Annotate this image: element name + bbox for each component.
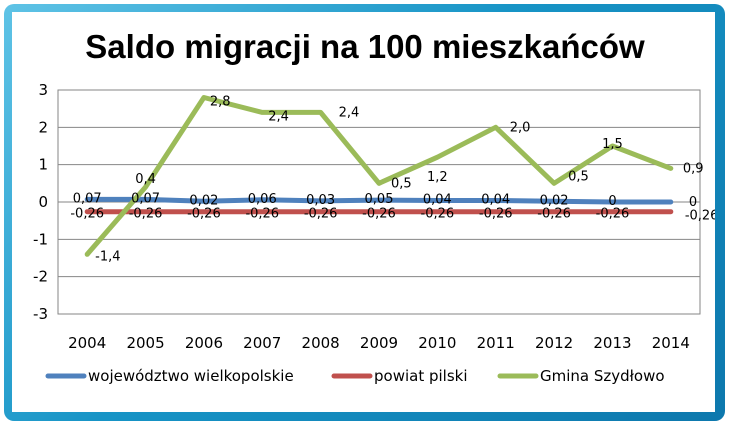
- data-label: 0,07: [131, 191, 160, 206]
- x-tick-label: 2006: [185, 334, 223, 352]
- series-line-2: [84, 95, 674, 257]
- x-tick-label: 2012: [535, 334, 573, 352]
- data-label: 2,8: [210, 94, 231, 109]
- x-tick-label: 2007: [243, 334, 281, 352]
- data-label: 2,4: [339, 105, 360, 120]
- x-tick-label: 2010: [418, 334, 456, 352]
- data-label: 0: [689, 195, 697, 210]
- data-label: 0,06: [248, 192, 277, 207]
- data-label: 0,02: [189, 193, 218, 208]
- series-line-0: [84, 196, 674, 205]
- data-label: -0,26: [187, 207, 221, 222]
- data-label: -0,26: [479, 207, 513, 222]
- legend-label-1: powiat pilski: [374, 367, 468, 385]
- axes: -3 -2 -1 0 1 2 3 2004 2005 2006 2007 2008 2009 2010 20…: [33, 81, 701, 352]
- y-tick-label: 1: [38, 156, 48, 174]
- data-label: 0,05: [365, 192, 394, 207]
- data-label: 0,04: [481, 193, 510, 208]
- data-label: 0,5: [568, 169, 589, 184]
- data-label: 1,2: [427, 170, 448, 185]
- data-label: 2,4: [268, 109, 289, 124]
- data-label: 0,07: [73, 191, 102, 206]
- x-tick-label: 2005: [126, 334, 164, 352]
- data-label: -0,26: [129, 207, 163, 222]
- data-label: 0: [608, 194, 616, 209]
- legend-label-2: Gmina Szydłowo: [540, 367, 665, 385]
- legend-label-0: województwo wielkopolskie: [88, 367, 294, 385]
- series-lines: [84, 95, 674, 257]
- data-label: 0,9: [683, 161, 704, 176]
- plot-area-border: [57, 89, 701, 315]
- x-tick-label: 2014: [652, 334, 690, 352]
- y-tick-label: -1: [33, 230, 48, 248]
- x-tick-label: 2009: [360, 334, 398, 352]
- data-label: 2,0: [510, 120, 531, 135]
- data-label: 0,4: [135, 172, 156, 187]
- y-tick-label: 3: [38, 81, 48, 99]
- x-tick-label: 2013: [593, 334, 631, 352]
- line-chart: Saldo migracji na 100 mieszkańców -3 -2 -1…: [33, 28, 715, 385]
- data-label: -1,4: [95, 249, 120, 264]
- legend: województwo wielkopolskie powiat pilski Gm…: [45, 367, 665, 385]
- chart-title: Saldo migracji na 100 mieszkańców: [85, 28, 645, 65]
- data-label: 0,5: [391, 176, 412, 191]
- chart-panel: Saldo migracji na 100 mieszkańców -3 -2 -1…: [12, 12, 715, 412]
- y-tick-label: 2: [38, 118, 48, 136]
- y-tick-label: 0: [38, 193, 48, 211]
- data-label: 0,03: [306, 193, 335, 208]
- data-label: 1,5: [602, 137, 623, 152]
- y-tick-label: -3: [33, 305, 48, 323]
- data-label: -0,26: [245, 207, 279, 222]
- data-label: -0,26: [685, 209, 715, 224]
- y-tick-label: -2: [33, 268, 48, 286]
- data-label: -0,26: [537, 207, 571, 222]
- x-tick-label: 2004: [68, 334, 106, 352]
- data-label: -0,26: [362, 207, 396, 222]
- x-tick-label: 2008: [302, 334, 340, 352]
- data-labels: 0,07 0,07 0,02 0,06 0,03 0,05 0,04 0,04 0,02 0 0-0…: [70, 94, 715, 264]
- data-label: 0,02: [540, 193, 569, 208]
- data-label: -0,26: [70, 207, 104, 222]
- data-label: -0,26: [421, 207, 455, 222]
- x-tick-label: 2011: [477, 334, 515, 352]
- data-label: -0,26: [304, 207, 338, 222]
- data-label: -0,26: [596, 207, 630, 222]
- data-label: 0,04: [423, 193, 452, 208]
